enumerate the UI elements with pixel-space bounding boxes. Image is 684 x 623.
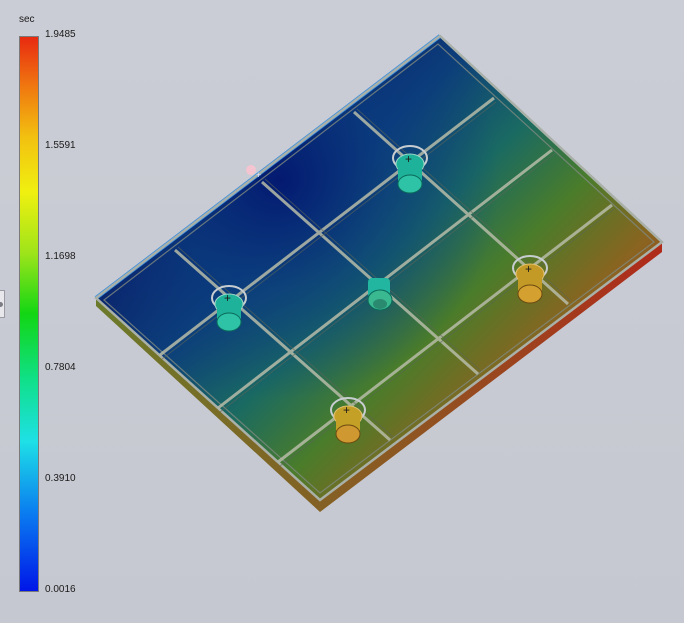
legend-label-max: 1.9485 bbox=[45, 29, 76, 40]
legend-label-3: 1.1698 bbox=[45, 251, 76, 262]
svg-text:+: + bbox=[224, 291, 231, 305]
legend-label-2: 1.5591 bbox=[45, 140, 76, 151]
boss-right: + bbox=[512, 255, 548, 304]
boss-top: + bbox=[392, 145, 428, 194]
boss-left: + bbox=[211, 285, 247, 332]
legend-label-5: 0.3910 bbox=[45, 473, 76, 484]
svg-text:+: + bbox=[343, 403, 350, 417]
plate-side-face bbox=[96, 242, 662, 512]
boss-bottom: + bbox=[330, 397, 366, 444]
collapse-handle-icon bbox=[0, 302, 3, 307]
svg-text:+: + bbox=[256, 170, 261, 180]
legend-unit-label: sec bbox=[19, 14, 35, 25]
svg-text:+: + bbox=[405, 152, 412, 166]
legend-label-4: 0.7804 bbox=[45, 362, 76, 373]
legend-color-scale bbox=[19, 36, 39, 592]
panel-collapse-tab[interactable] bbox=[0, 290, 5, 318]
gate-marker-icon bbox=[246, 165, 256, 175]
boss-center bbox=[367, 278, 393, 311]
legend-label-min: 0.0016 bbox=[45, 584, 76, 595]
svg-text:+: + bbox=[525, 262, 532, 276]
